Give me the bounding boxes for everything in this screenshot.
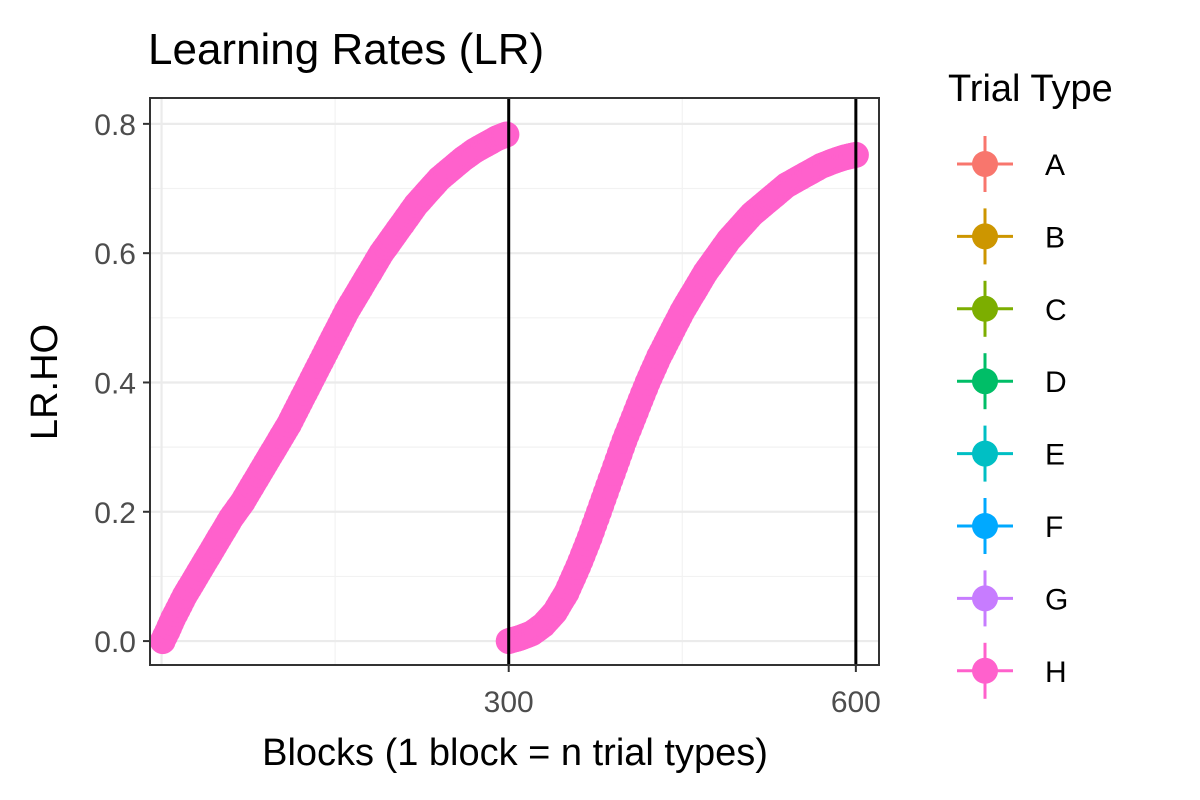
legend-item-A: A bbox=[957, 136, 1065, 192]
legend-item-C: C bbox=[957, 280, 1067, 337]
legend-key-point bbox=[972, 295, 998, 322]
legend-title: Trial Type bbox=[948, 68, 1113, 110]
legend-label: H bbox=[1045, 656, 1067, 689]
legend-item-E: E bbox=[957, 425, 1065, 482]
legend-label: G bbox=[1045, 583, 1068, 616]
x-axis: 300 600 bbox=[484, 665, 881, 719]
y-tick-label: 0.8 bbox=[94, 109, 136, 142]
y-axis: 0.0 0.2 0.4 0.6 0.8 bbox=[94, 109, 150, 659]
legend-label: C bbox=[1045, 294, 1067, 327]
legend-label: E bbox=[1045, 439, 1065, 472]
chart-title: Learning Rates (LR) bbox=[148, 25, 544, 74]
legend-key-point bbox=[972, 151, 998, 177]
y-tick-label: 0.0 bbox=[94, 626, 136, 659]
series-layer bbox=[149, 121, 869, 655]
legend-key-point bbox=[972, 585, 998, 612]
x-axis-title: Blocks (1 block = n trial types) bbox=[262, 732, 768, 774]
legend-label: F bbox=[1045, 511, 1063, 544]
legend-label: B bbox=[1045, 221, 1065, 254]
legend-item-H: H bbox=[957, 642, 1067, 699]
legend-key-point bbox=[972, 223, 998, 250]
y-axis-title: LR.HO bbox=[24, 324, 66, 440]
y-tick-label: 0.6 bbox=[94, 238, 136, 271]
legend: A B C D E F G H bbox=[957, 136, 1068, 699]
series-point-H bbox=[493, 121, 520, 148]
legend-item-G: G bbox=[957, 570, 1068, 627]
y-tick-label: 0.2 bbox=[94, 497, 136, 530]
legend-label: D bbox=[1045, 366, 1067, 399]
legend-key-point bbox=[972, 657, 998, 684]
legend-item-F: F bbox=[957, 498, 1063, 554]
legend-item-B: B bbox=[957, 208, 1065, 265]
legend-key-point bbox=[972, 513, 998, 539]
x-tick-label: 600 bbox=[831, 686, 881, 719]
legend-key-point bbox=[972, 440, 998, 467]
x-tick-label: 300 bbox=[484, 686, 534, 719]
vline-layer bbox=[507, 98, 858, 665]
legend-label: A bbox=[1045, 149, 1065, 182]
legend-key-point bbox=[972, 368, 998, 395]
legend-item-D: D bbox=[957, 353, 1067, 410]
y-tick-label: 0.4 bbox=[94, 367, 136, 400]
